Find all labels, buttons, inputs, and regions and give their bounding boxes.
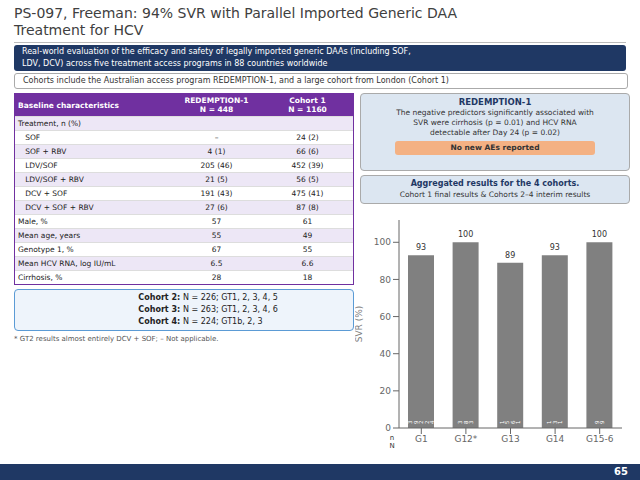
svg-text:100: 100 [592, 230, 607, 239]
svg-text:80: 80 [380, 275, 392, 285]
html-text:Cohort 1 final results & Cohor: Cohort 1 final results & Cohorts 2–4 int… [399, 190, 591, 199]
svg-text:39224: 39224 [407, 420, 435, 424]
html-text:49: 49 [302, 231, 313, 240]
html-text:66 (6): 66 (6) [296, 147, 319, 156]
html-text:61: 61 [302, 217, 313, 226]
html-text:DCV + SOF: DCV + SOF [18, 189, 68, 198]
html-text:DCV + SOF + RBV: DCV + SOF + RBV [18, 203, 94, 212]
html-text:Cohort 3: N = 263; GT1, 2, 3,: Cohort 3: N = 263; GT1, 2, 3, 4, 6 [138, 305, 278, 314]
html-text:21 (5): 21 (5) [205, 175, 228, 184]
html-text:n N: n N [389, 434, 395, 450]
html-text:205 (46): 205 (46) [200, 161, 233, 170]
svg-text:1561: 1561 [499, 420, 522, 424]
html-text:Real-world evaluation of the e: Real-world evaluation of the efficacy an… [22, 47, 411, 68]
svg-text:G13: G13 [501, 434, 519, 444]
svg-text:40: 40 [380, 349, 392, 359]
svg-text:G14: G14 [546, 434, 565, 444]
svg-text:SVR (%): SVR (%) [355, 306, 364, 343]
html-text:REDEMPTION-1 N = 448: REDEMPTION-1 N = 448 [184, 96, 249, 114]
svg-text:99: 99 [594, 420, 606, 424]
html-text:65: 65 [614, 466, 628, 477]
svg-text:G12*: G12* [454, 434, 477, 444]
html-text:18: 18 [302, 273, 313, 282]
html-text:Cohorts include the Australian: Cohorts include the Australian access pr… [23, 76, 449, 85]
html-text:Cohort 4: N = 224; GT1b, 2, 3: Cohort 4: N = 224; GT1b, 2, 3 [138, 317, 263, 326]
html-text:Cohort 2: N = 226; GT1, 2, 3,: Cohort 2: N = 226; GT1, 2, 3, 4, 5 [138, 293, 278, 302]
html-text:LDV/SOF + RBV: LDV/SOF + RBV [18, 175, 84, 184]
html-text:27 (6): 27 (6) [205, 203, 228, 212]
html-text:87 (8): 87 (8) [296, 203, 319, 212]
svg-text:100: 100 [374, 237, 391, 247]
html-text:28: 28 [211, 273, 222, 282]
html-text:Baseline characteristics: Baseline characteristics [18, 100, 119, 110]
html-text:475 (41): 475 (41) [291, 189, 324, 198]
svg-text:89: 89 [505, 251, 515, 260]
html-text:6.6: 6.6 [301, 259, 314, 268]
html-text:Aggregated results for the 4 c: Aggregated results for the 4 cohorts. [410, 179, 580, 188]
html-text:56 (5): 56 (5) [296, 175, 319, 184]
html-text:Treatment, n (%): Treatment, n (%) [18, 119, 81, 128]
svg-text:131: 131 [546, 420, 563, 424]
html-text:LDV/SOF: LDV/SOF [18, 161, 58, 170]
html-text:Genotype 1, %: Genotype 1, % [18, 245, 74, 254]
html-text:Cohort 1 N = 1160: Cohort 1 N = 1160 [288, 96, 327, 114]
html-text:* GT2 results almost entirely: * GT2 results almost entirely DCV + SOF;… [14, 335, 219, 343]
html-text:6.5: 6.5 [210, 259, 223, 268]
html-text:452 (39): 452 (39) [291, 161, 324, 170]
html-text:PS-097, Freeman: 94% SVR with: PS-097, Freeman: 94% SVR with Parallel I… [14, 5, 457, 38]
html-text:SOF: SOF [18, 133, 41, 142]
svg-text:G15-6: G15-6 [586, 434, 614, 444]
html-text:57: 57 [211, 217, 222, 226]
html-text:REDEMPTION-1: REDEMPTION-1 [458, 97, 532, 107]
svg-text:0: 0 [385, 423, 391, 433]
svg-text:60: 60 [380, 312, 392, 322]
html-text:24 (2): 24 (2) [296, 133, 319, 142]
svg-text:93: 93 [416, 243, 426, 252]
html-text:67: 67 [211, 245, 222, 254]
html-text:191 (43): 191 (43) [200, 189, 233, 198]
html-text:Cirrhosis, %: Cirrhosis, % [18, 273, 63, 282]
svg-text:G1: G1 [415, 434, 428, 444]
html-text:Mean HCV RNA, log IU/mL: Mean HCV RNA, log IU/mL [18, 259, 116, 268]
svg-text:383: 383 [457, 420, 474, 424]
svg-text:93: 93 [550, 243, 560, 252]
html-text:SOF + RBV: SOF + RBV [18, 147, 67, 156]
html-text:Mean age, years: Mean age, years [18, 231, 81, 240]
svg-text:20: 20 [380, 386, 392, 396]
html-text:55: 55 [211, 231, 222, 240]
html-text:No new AEs reported: No new AEs reported [450, 143, 540, 152]
html-text:Male, %: Male, % [18, 217, 48, 226]
html-text:4 (1): 4 (1) [207, 147, 226, 156]
html-text:The negative predictors signif: The negative predictors significantly as… [396, 108, 594, 137]
svg-text:100: 100 [458, 230, 473, 239]
html-text:55: 55 [302, 245, 313, 254]
